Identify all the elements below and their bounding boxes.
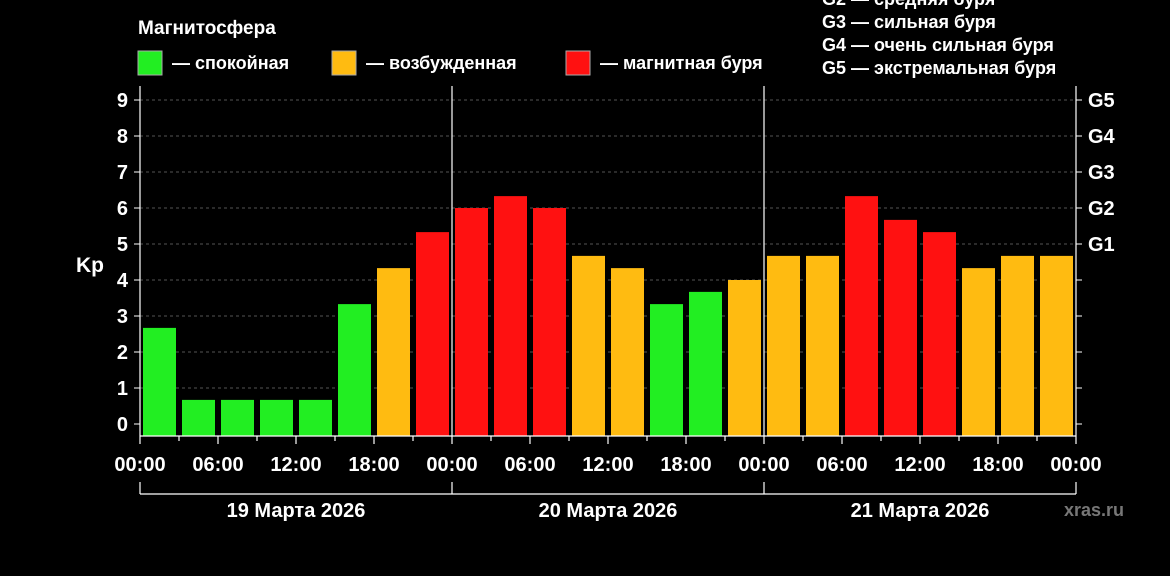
y-tick-label: 4: [117, 270, 129, 292]
legend: — спокойная — возбужденная — магнитная б…: [137, 50, 763, 76]
x-tick-label: 12:00: [894, 454, 945, 476]
x-tick-label: 18:00: [972, 454, 1023, 476]
kp-bar: [845, 196, 878, 436]
y-tick-label: 5: [117, 234, 128, 256]
x-tick-label: 12:00: [582, 454, 633, 476]
axes: 0 1 2 3 4 5 6 7 8 9 G1 G2 G3 G4 G5 00:00 06:00 12:00 18:00…: [114, 86, 1116, 522]
y-tick-label: 8: [117, 126, 128, 148]
x-tick-label: 00:00: [738, 454, 789, 476]
kp-bar: [962, 268, 995, 436]
kp-bar: [572, 255, 605, 436]
kp-bar: [923, 232, 956, 436]
kp-bar: [533, 208, 566, 436]
storm-level-label: G4: [1088, 126, 1116, 148]
storm-scale-g5: G5 — экстремальная буря: [822, 58, 1056, 78]
x-tick-label: 00:00: [114, 454, 165, 476]
kp-bar: [689, 291, 722, 436]
y-tick-label: 2: [117, 342, 128, 364]
y-tick-label: 9: [117, 90, 128, 112]
x-tick-label: 12:00: [270, 454, 321, 476]
x-tick-label: 06:00: [816, 454, 867, 476]
storm-level-label: G1: [1088, 234, 1115, 256]
kp-bar: [806, 255, 839, 436]
kp-bar: [650, 304, 683, 436]
kp-bar: [494, 196, 527, 436]
kp-bar: [455, 208, 488, 436]
storm-scale-g3: G3 — сильная буря: [822, 12, 996, 32]
kp-bar: [611, 268, 644, 436]
kp-bar: [182, 399, 215, 436]
kp-bar: [1001, 255, 1034, 436]
watermark: xras.ru: [1064, 500, 1124, 520]
storm-scale-g4: G4 — очень сильная буря: [822, 35, 1054, 55]
storm-level-label: G2: [1088, 198, 1115, 220]
kp-bar: [260, 399, 293, 436]
y-tick-label: 6: [117, 198, 128, 220]
bars: [143, 196, 1073, 436]
day-label: 21 Марта 2026: [851, 500, 990, 522]
chart-title: Магнитосфера: [138, 18, 276, 39]
legend-label-storm: — магнитная буря: [600, 53, 763, 73]
y-tick-label: 7: [117, 162, 128, 184]
y-tick-label: 1: [117, 378, 128, 400]
day-label: 19 Марта 2026: [227, 500, 366, 522]
legend-label-active: — возбужденная: [366, 53, 517, 73]
y-tick-label: 0: [117, 414, 128, 436]
kp-bar: [299, 399, 332, 436]
y-tick-label: 3: [117, 306, 128, 328]
legend-label-quiet: — спокойная: [172, 53, 289, 73]
legend-swatch-storm: [565, 50, 591, 76]
kp-bar: [377, 268, 410, 436]
storm-scale-g2: G2 — средняя буря: [822, 0, 995, 9]
x-tick-label: 00:00: [1050, 454, 1101, 476]
storm-level-label: G3: [1088, 162, 1115, 184]
storm-level-label: G5: [1088, 90, 1115, 112]
kp-bar: [143, 327, 176, 436]
kp-bar: [884, 219, 917, 436]
x-tick-label: 18:00: [660, 454, 711, 476]
kp-bar: [1040, 255, 1073, 436]
day-label: 20 Марта 2026: [539, 500, 678, 522]
kp-bar: [416, 232, 449, 436]
storm-scale: G2 — средняя буря G3 — сильная буря G4 —…: [822, 0, 1056, 78]
kp-bar: [338, 304, 371, 436]
x-tick-label: 06:00: [504, 454, 555, 476]
x-tick-label: 18:00: [348, 454, 399, 476]
grid-lines: [140, 86, 1076, 436]
x-tick-label: 06:00: [192, 454, 243, 476]
legend-swatch-active: [331, 50, 357, 76]
x-tick-label: 00:00: [426, 454, 477, 476]
kp-bar: [221, 399, 254, 436]
kp-bar: [728, 280, 761, 436]
kp-bar: [767, 255, 800, 436]
legend-swatch-quiet: [137, 50, 163, 76]
y-axis-label: Kp: [76, 254, 104, 277]
